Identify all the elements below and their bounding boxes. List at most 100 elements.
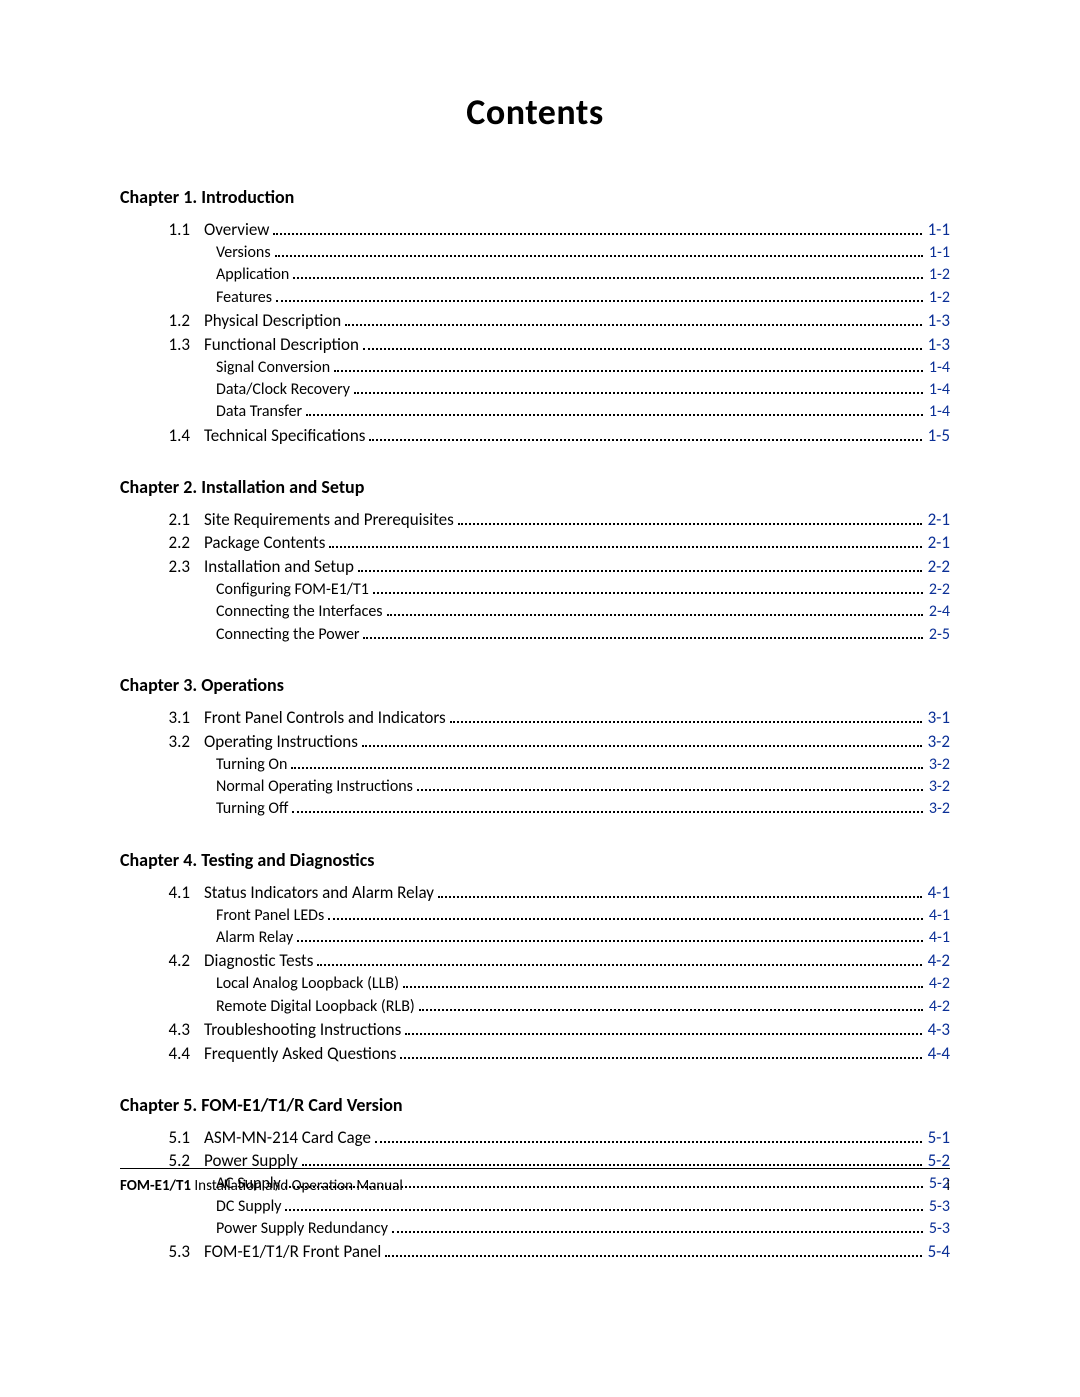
toc-section-number: 4.1: [120, 881, 204, 905]
toc-section-number: 2.1: [120, 508, 204, 532]
toc-entry[interactable]: Connecting the Power2-5: [120, 624, 950, 646]
toc-page-ref[interactable]: 2-5: [927, 624, 950, 646]
toc-entry[interactable]: Features1-2: [120, 287, 950, 309]
toc-page-ref[interactable]: 1-1: [926, 218, 950, 242]
toc-section-number: 1.1: [120, 218, 204, 242]
toc-leader-dots: [276, 300, 923, 302]
toc-entry[interactable]: 1.2Physical Description 1-3: [120, 309, 950, 333]
toc-page-ref[interactable]: 1-3: [926, 309, 950, 333]
toc-entry[interactable]: 3.2Operating Instructions 3-2: [120, 730, 950, 754]
footer-manual-title: Installation and Operation Manual: [191, 1177, 403, 1195]
toc-leader-dots: [297, 940, 923, 942]
toc-section-number: 3.2: [120, 730, 204, 754]
toc-page-ref[interactable]: 1-1: [927, 242, 950, 264]
toc-entry[interactable]: 2.1Site Requirements and Prerequisites2-…: [120, 508, 950, 532]
toc-page-ref[interactable]: 3-1: [926, 706, 950, 730]
toc-entry[interactable]: Data/Clock Recovery1-4: [120, 379, 950, 401]
toc-entry[interactable]: 4.3Troubleshooting Instructions4-3: [120, 1018, 950, 1042]
toc-entry-title: Overview: [204, 218, 269, 242]
toc-entry-title: Alarm Relay: [204, 927, 293, 949]
toc-entry[interactable]: 1.1Overview 1-1: [120, 218, 950, 242]
toc-page-ref[interactable]: 4-2: [926, 949, 950, 973]
chapter-heading: Chapter 4. Testing and Diagnostics: [120, 849, 950, 871]
toc-section-number: 1.2: [120, 309, 204, 333]
toc-leader-dots: [345, 324, 921, 326]
toc-entry-title: Operating Instructions: [204, 730, 358, 754]
toc-page-ref[interactable]: 4-4: [926, 1042, 950, 1066]
toc-entry-title: Normal Operating Instructions: [204, 776, 413, 798]
toc-entry[interactable]: Versions1-1: [120, 242, 950, 264]
toc-leader-dots: [354, 392, 923, 394]
toc-entry-title: Configuring FOM-E1/T1: [204, 579, 369, 601]
toc-entry[interactable]: DC Supply5-3: [120, 1196, 950, 1218]
toc-entry[interactable]: 5.1ASM-MN-214 Card Cage5-1: [120, 1126, 950, 1150]
chapter-block: Chapter 4. Testing and Diagnostics 4.1Sta…: [120, 849, 950, 1066]
toc-page-ref[interactable]: 5-3: [927, 1196, 950, 1218]
toc-page-ref[interactable]: 3-2: [926, 730, 950, 754]
toc-entry-title: Status Indicators and Alarm Relay: [204, 881, 434, 905]
toc-entry[interactable]: Connecting the Interfaces2-4: [120, 601, 950, 623]
toc-entry[interactable]: Front Panel LEDs 4-1: [120, 905, 950, 927]
toc-entry[interactable]: 4.1Status Indicators and Alarm Relay 4-1: [120, 881, 950, 905]
toc-entry-title: Front Panel LEDs: [204, 905, 324, 927]
toc-entry[interactable]: Turning On 3-2: [120, 754, 950, 776]
toc-page-ref[interactable]: 1-4: [927, 357, 950, 379]
toc-page-ref[interactable]: 2-1: [926, 508, 950, 532]
toc-entry[interactable]: 4.4Frequently Asked Questions4-4: [120, 1042, 950, 1066]
toc-entry[interactable]: Remote Digital Loopback (RLB)4-2: [120, 996, 950, 1018]
toc-entry-title: Turning On: [204, 754, 287, 776]
toc-entry[interactable]: 1.4Technical Specifications1-5: [120, 424, 950, 448]
page-content: Contents Chapter 1. Introduction1.1Overv…: [120, 90, 950, 1292]
toc-entry[interactable]: 5.3FOM-E1/T1/R Front Panel5-4: [120, 1240, 950, 1264]
toc-entry-title: Physical Description: [204, 309, 341, 333]
toc-leader-dots: [392, 1231, 923, 1233]
toc-page-ref[interactable]: 3-2: [927, 776, 950, 798]
toc-page-ref[interactable]: 3-2: [927, 754, 950, 776]
toc-page-ref[interactable]: 5-1: [926, 1126, 950, 1150]
toc-leader-dots: [292, 811, 923, 813]
toc-page-ref[interactable]: 1-3: [926, 333, 950, 357]
toc-page-ref[interactable]: 5-4: [926, 1240, 950, 1264]
toc-entry-title: Turning Off: [204, 798, 288, 820]
toc-page-ref[interactable]: 2-1: [926, 531, 950, 555]
toc-page-ref[interactable]: 2-2: [927, 579, 950, 601]
toc-leader-dots: [400, 1057, 921, 1059]
toc-page-ref[interactable]: 4-1: [927, 905, 950, 927]
page-footer: FOM-E1/T1 Installation and Operation Man…: [120, 1168, 950, 1195]
toc-entry[interactable]: Configuring FOM-E1/T1 2-2: [120, 579, 950, 601]
toc-entry[interactable]: Signal Conversion1-4: [120, 357, 950, 379]
toc-leader-dots: [273, 233, 921, 235]
toc-entry-title: Application: [204, 264, 289, 286]
toc-leader-dots: [334, 370, 923, 372]
toc-page-ref[interactable]: 1-2: [927, 264, 950, 286]
toc-entry[interactable]: 2.3Installation and Setup2-2: [120, 555, 950, 579]
toc-entry[interactable]: 2.2Package Contents2-1: [120, 531, 950, 555]
toc-entry[interactable]: Application 1-2: [120, 264, 950, 286]
toc-page-ref[interactable]: 4-3: [926, 1018, 950, 1042]
toc-page-ref[interactable]: 2-4: [927, 601, 950, 623]
toc-entry[interactable]: 1.3Functional Description1-3: [120, 333, 950, 357]
toc-page-ref[interactable]: 4-1: [926, 881, 950, 905]
toc-entry[interactable]: Local Analog Loopback (LLB)4-2: [120, 973, 950, 995]
toc-entry[interactable]: Turning Off 3-2: [120, 798, 950, 820]
toc-leader-dots: [373, 592, 923, 594]
toc-entry[interactable]: 4.2Diagnostic Tests4-2: [120, 949, 950, 973]
toc-entry[interactable]: Normal Operating Instructions 3-2: [120, 776, 950, 798]
toc-entry-title: FOM-E1/T1/R Front Panel: [204, 1240, 381, 1264]
toc-entry-title: ASM-MN-214 Card Cage: [204, 1126, 371, 1150]
toc-page-ref[interactable]: 4-2: [927, 996, 950, 1018]
toc-page-ref[interactable]: 1-4: [927, 401, 950, 423]
toc-entry[interactable]: 3.1Front Panel Controls and Indicators3-…: [120, 706, 950, 730]
toc-page-ref[interactable]: 2-2: [926, 555, 950, 579]
table-of-contents: Chapter 1. Introduction1.1Overview1-1Ver…: [120, 186, 950, 1264]
toc-page-ref[interactable]: 4-2: [927, 973, 950, 995]
toc-page-ref[interactable]: 1-4: [927, 379, 950, 401]
toc-page-ref[interactable]: 1-5: [926, 424, 950, 448]
toc-page-ref[interactable]: 4-1: [927, 927, 950, 949]
toc-page-ref[interactable]: 3-2: [927, 798, 950, 820]
toc-entry[interactable]: Alarm Relay 4-1: [120, 927, 950, 949]
toc-page-ref[interactable]: 5-3: [927, 1218, 950, 1240]
toc-page-ref[interactable]: 1-2: [927, 287, 950, 309]
toc-entry[interactable]: Data Transfer1-4: [120, 401, 950, 423]
toc-entry[interactable]: Power Supply Redundancy5-3: [120, 1218, 950, 1240]
